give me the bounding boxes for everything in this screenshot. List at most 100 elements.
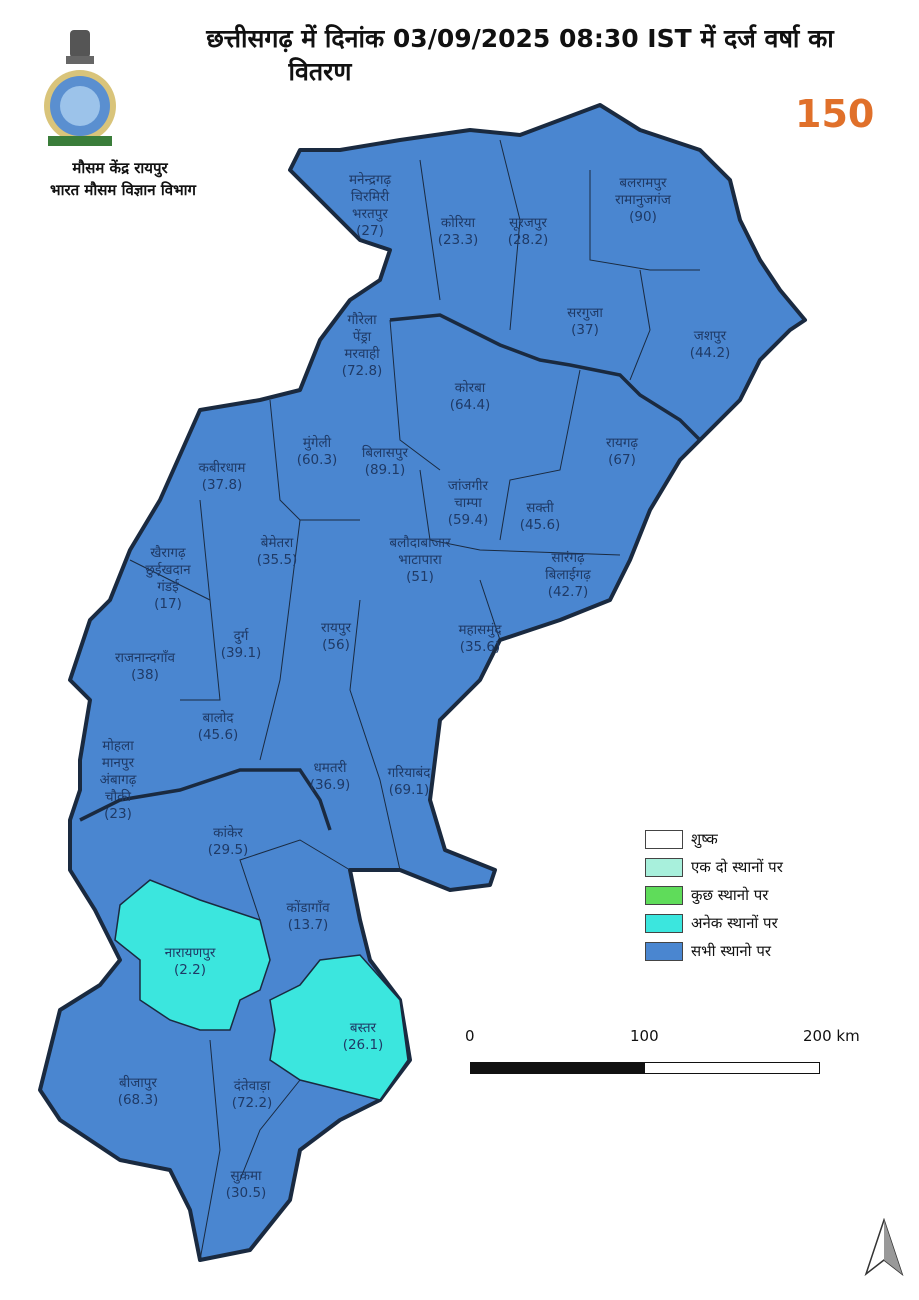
district-label: बलरामपुर रामानुजगंज (90) <box>615 175 671 226</box>
org-name-line1: मौसम केंद्र रायपुर <box>72 159 168 177</box>
district-bastar <box>269 954 409 1101</box>
district-name: मरवाही <box>344 346 380 362</box>
district-name: चौकी <box>105 789 131 805</box>
district-name: सरगुजा <box>567 305 603 321</box>
district-label: रायगढ़ (67) <box>606 435 638 469</box>
district-label: बस्तर (26.1) <box>343 1020 384 1054</box>
district-rainfall-value: (35.6) <box>459 639 501 655</box>
district-name: खैरागढ़ <box>150 545 186 561</box>
district-label: बेमेतरा (35.5) <box>257 535 298 569</box>
district-rainfall-value: (38) <box>131 667 159 683</box>
district-rainfall-value: (44.2) <box>689 345 731 361</box>
district-rainfall-value: (67) <box>608 452 636 468</box>
district-rainfall-value: (39.1) <box>220 645 262 661</box>
district-label: दुर्ग (39.1) <box>221 628 262 662</box>
district-name: छुईखदान <box>145 562 191 578</box>
district-name: गंडई <box>157 579 179 595</box>
district-rainfall-value: (45.6) <box>197 727 239 743</box>
district-label: कबीरधाम (37.8) <box>199 460 246 494</box>
district-name: कबीरधाम <box>198 460 246 476</box>
district-name: गरियाबंद <box>387 765 431 781</box>
district-name: अंबागढ़ <box>99 772 137 788</box>
legend-swatch <box>645 885 683 905</box>
district-name: कोंडागाँव <box>286 900 330 916</box>
district-label: कोरबा (64.4) <box>450 380 491 414</box>
district-label: कांकेर (29.5) <box>208 825 249 859</box>
district-rainfall-value: (27) <box>356 223 384 239</box>
north-arrow-icon <box>864 1218 904 1277</box>
district-label: जांजगीर चाम्पा (59.4) <box>448 478 489 529</box>
district-name: दंतेवाड़ा <box>233 1078 271 1094</box>
district-name: पेंड्रा <box>352 329 372 345</box>
map-title-line2: वितरण <box>288 57 352 86</box>
district-boundaries <box>129 139 700 1261</box>
district-label: मनेन्द्रगढ़ चिरमिरी भरतपुर (27) <box>349 172 391 240</box>
district-label: कोंडागाँव (13.7) <box>286 900 329 934</box>
district-name: धमतरी <box>313 760 347 776</box>
legend-swatch <box>645 941 683 961</box>
district-name: बलरामपुर <box>619 175 667 191</box>
legend-item-many: अनेक स्थानों पर <box>645 909 783 937</box>
district-name: रायगढ़ <box>605 435 639 451</box>
legend-item-dry: शुष्क <box>645 825 783 853</box>
district-rainfall-value: (30.5) <box>225 1185 267 1201</box>
district-name: नारायणपुर <box>164 945 216 961</box>
district-name: भरतपुर <box>352 206 388 222</box>
district-rainfall-value: (26.1) <box>342 1037 384 1053</box>
district-name: दुर्ग <box>233 628 249 644</box>
legend-item-few: कुछ स्थानो पर <box>645 881 783 909</box>
district-rainfall-value: (72.8) <box>341 363 383 379</box>
district-rainfall-value: (64.4) <box>449 397 491 413</box>
district-name: कांकेर <box>213 825 243 841</box>
legend-swatch <box>645 913 683 933</box>
legend-swatch <box>645 857 683 877</box>
district-name: बलौदाबाजार <box>389 535 451 551</box>
district-rainfall-value: (36.9) <box>309 777 351 793</box>
legend-swatch <box>645 829 683 849</box>
district-rainfall-value: (35.5) <box>256 552 298 568</box>
district-rainfall-value: (13.7) <box>287 917 329 933</box>
district-name: रायपुर <box>320 620 352 636</box>
district-label: दंतेवाड़ा (72.2) <box>232 1078 273 1112</box>
scale-label-0: 0 <box>465 1027 475 1045</box>
district-label: रायपुर (56) <box>321 620 351 654</box>
district-name: जशपुर <box>693 328 727 344</box>
district-label: बीजापुर (68.3) <box>118 1075 159 1109</box>
district-rainfall-value: (89.1) <box>364 462 406 478</box>
legend: शुष्क एक दो स्थानों पर कुछ स्थानो पर अने… <box>645 825 783 965</box>
district-label: सक्ती (45.6) <box>520 500 561 534</box>
district-label: खैरागढ़ छुईखदान गंडई (17) <box>145 545 190 613</box>
district-name: गौरेला <box>347 312 377 328</box>
district-name: कोरबा <box>454 380 486 396</box>
map-title: छत्तीसगढ़ में दिनांक 03/09/2025 08:30 IS… <box>206 24 834 53</box>
district-name: मुंगेली <box>302 435 332 451</box>
district-rainfall-value: (45.6) <box>519 517 561 533</box>
district-rainfall-value: (69.1) <box>388 782 430 798</box>
district-label: नारायणपुर (2.2) <box>165 945 216 979</box>
district-rainfall-value: (68.3) <box>117 1092 159 1108</box>
district-label: जशपुर (44.2) <box>690 328 731 362</box>
district-name: महासमुंद <box>458 622 502 638</box>
district-rainfall-value: (28.2) <box>507 232 549 248</box>
district-label: महासमुंद (35.6) <box>458 622 501 656</box>
district-label: सूरजपुर (28.2) <box>508 215 549 249</box>
district-name: रामानुजगंज <box>615 192 671 208</box>
district-name: चाम्पा <box>454 495 482 511</box>
district-name: बिलासपुर <box>361 445 409 461</box>
district-rainfall-value: (72.2) <box>231 1095 273 1111</box>
district-name: मोहला <box>102 738 134 754</box>
district-label: राजनान्दगाँव (38) <box>115 650 175 684</box>
district-name: राजनान्दगाँव <box>115 650 175 666</box>
org-name-line2: भारत मौसम विज्ञान विभाग <box>50 181 196 199</box>
district-name: बस्तर <box>349 1020 377 1036</box>
district-name: बेमेतरा <box>260 535 294 551</box>
district-name: भाटापारा <box>398 552 442 568</box>
district-narayanpur <box>114 879 271 1031</box>
district-label: सारंगढ़ बिलाईगढ़ (42.7) <box>545 550 591 601</box>
district-name: बीजापुर <box>119 1075 157 1091</box>
district-label: कोरिया (23.3) <box>438 215 479 249</box>
district-rainfall-value: (37.8) <box>201 477 243 493</box>
imd-150-logo: 150 <box>795 92 875 136</box>
district-name: सूरजपुर <box>509 215 547 231</box>
